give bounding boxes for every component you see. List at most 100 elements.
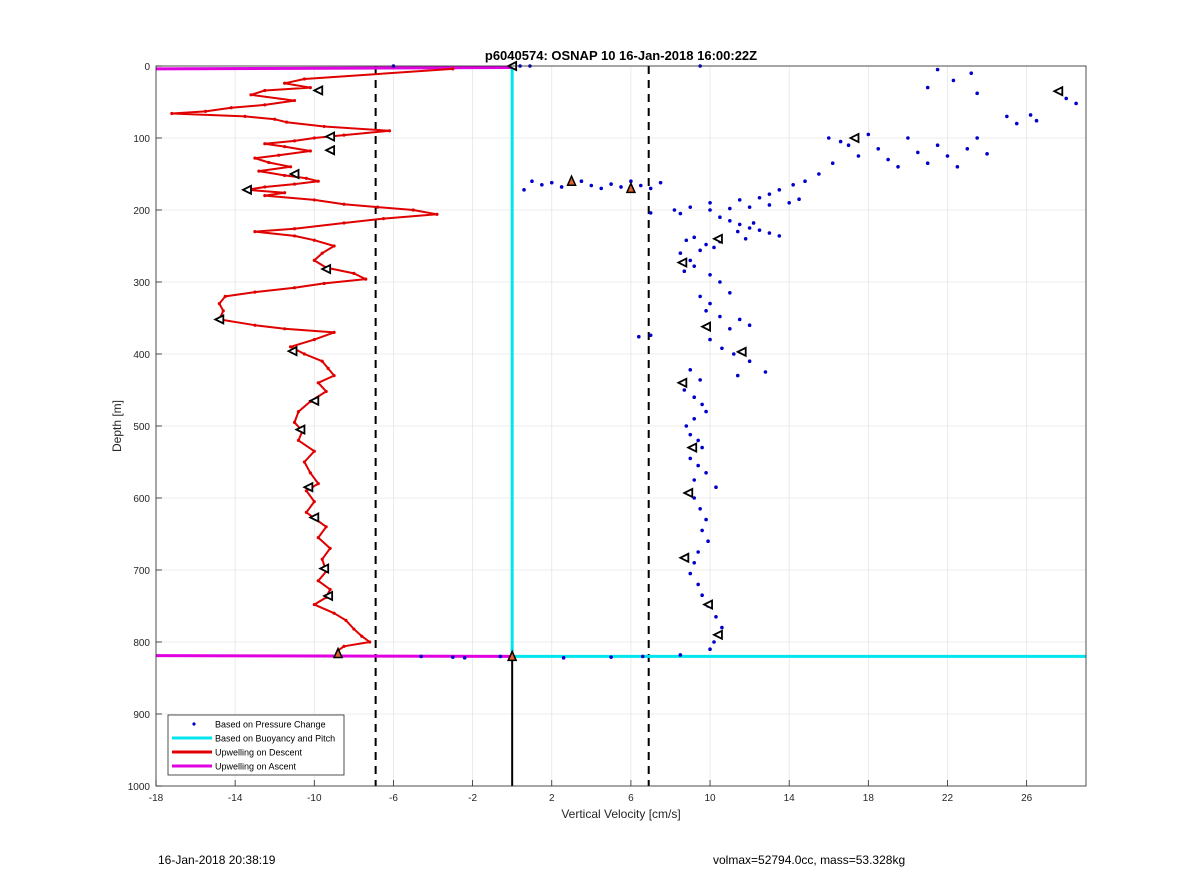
descent-point bbox=[328, 587, 332, 592]
pressure-point bbox=[692, 235, 697, 240]
pressure-point bbox=[777, 188, 782, 192]
pressure-point bbox=[718, 280, 722, 284]
descent-point bbox=[324, 525, 328, 529]
pressure-point bbox=[757, 195, 762, 200]
open-triangle-marker bbox=[848, 132, 860, 144]
descent-point bbox=[344, 618, 348, 623]
pressure-point bbox=[925, 85, 930, 90]
x-tick-label: -14 bbox=[228, 793, 243, 804]
y-axis-label: Depth [m] bbox=[110, 400, 124, 452]
open-triangle-marker bbox=[241, 184, 252, 196]
descent-point bbox=[332, 374, 336, 378]
descent-point bbox=[302, 352, 307, 356]
pressure-point bbox=[767, 203, 772, 207]
descent-point bbox=[304, 510, 308, 514]
descent-point bbox=[322, 281, 326, 286]
descent-point bbox=[312, 500, 316, 504]
descent-point bbox=[296, 410, 301, 414]
x-tick-label: -6 bbox=[389, 793, 398, 804]
descent-point bbox=[316, 482, 320, 486]
pressure-point bbox=[708, 208, 712, 212]
pressure-point bbox=[751, 221, 756, 225]
y-tick-label: 700 bbox=[133, 566, 150, 577]
pressure-point bbox=[743, 237, 748, 241]
descent-point bbox=[292, 234, 297, 238]
pressure-point bbox=[462, 656, 467, 660]
descent-point bbox=[302, 77, 307, 81]
descent-point bbox=[263, 103, 267, 107]
pressure-point bbox=[696, 438, 700, 443]
pressure-point bbox=[1014, 121, 1019, 126]
descent-point bbox=[320, 557, 324, 561]
pressure-point bbox=[619, 185, 623, 189]
pressure-point bbox=[731, 352, 736, 356]
descent-point bbox=[304, 176, 308, 180]
ascent-segment bbox=[155, 65, 513, 71]
descent-point bbox=[332, 611, 336, 615]
descent-point bbox=[203, 109, 208, 113]
descent-point bbox=[283, 191, 287, 195]
descent-point bbox=[332, 330, 336, 334]
pressure-point bbox=[672, 208, 677, 212]
footer-volmax-mass: volmax=52794.0cc, mass=53.328kg bbox=[713, 853, 905, 867]
pressure-point bbox=[640, 654, 645, 659]
pressure-point bbox=[830, 161, 835, 165]
filled-triangle-marker bbox=[332, 646, 344, 659]
descent-point bbox=[368, 640, 372, 644]
pressure-point bbox=[692, 561, 697, 565]
descent-point bbox=[292, 227, 297, 231]
open-triangle-marker bbox=[676, 377, 688, 389]
descent-point bbox=[312, 258, 316, 262]
pressure-point bbox=[969, 71, 974, 75]
descent-point bbox=[263, 185, 267, 189]
pressure-point bbox=[763, 370, 768, 374]
legend-swatch-dot bbox=[192, 722, 196, 726]
open-triangle-marker bbox=[324, 131, 336, 143]
pressure-point bbox=[1034, 118, 1039, 123]
descent-point bbox=[296, 438, 301, 442]
descent-point bbox=[229, 106, 233, 110]
pressure-point bbox=[637, 334, 641, 339]
open-triangle-marker bbox=[686, 442, 698, 454]
pressure-point bbox=[720, 346, 724, 351]
pressure-point bbox=[737, 222, 742, 227]
descent-point bbox=[411, 208, 415, 212]
pressure-point bbox=[728, 219, 732, 223]
pressure-point bbox=[704, 309, 708, 313]
pressure-point bbox=[777, 234, 782, 238]
pressure-point bbox=[692, 478, 697, 482]
pressure-point bbox=[712, 245, 716, 250]
pressure-point bbox=[700, 528, 704, 533]
pressure-point bbox=[856, 154, 861, 158]
descent-point bbox=[320, 359, 324, 363]
pressure-point bbox=[498, 654, 503, 659]
pressure-point bbox=[718, 314, 722, 319]
descent-point bbox=[308, 471, 312, 475]
descent-point bbox=[253, 156, 257, 160]
descent-point bbox=[322, 124, 326, 129]
open-triangle-marker bbox=[700, 321, 711, 333]
x-axis-label: Vertical Velocity [cm/s] bbox=[561, 807, 680, 821]
x-tick-label: 26 bbox=[1021, 793, 1033, 804]
descent-point bbox=[283, 145, 287, 149]
legend: Based on Pressure Change Based on Buoyanc… bbox=[167, 714, 345, 776]
pressure-point bbox=[696, 463, 700, 468]
pressure-point bbox=[700, 593, 704, 597]
pressure-point bbox=[629, 179, 633, 183]
pressure-point bbox=[648, 333, 653, 338]
descent-point bbox=[312, 198, 316, 202]
open-triangle-marker bbox=[286, 345, 298, 357]
descent-point bbox=[253, 230, 257, 234]
descent-point bbox=[328, 546, 332, 551]
pressure-point bbox=[678, 251, 683, 255]
chart-title: p6040574: OSNAP 10 16-Jan-2018 16:00:22Z bbox=[485, 48, 757, 63]
pressure-point bbox=[747, 359, 752, 364]
descent-point bbox=[263, 142, 267, 146]
descent-point bbox=[312, 238, 316, 242]
descent-point bbox=[342, 202, 346, 206]
pressure-point bbox=[965, 147, 970, 151]
y-tick-label: 500 bbox=[133, 422, 150, 433]
legend-entry-label: Upwelling on Descent bbox=[215, 748, 303, 758]
open-triangle-marker bbox=[302, 481, 314, 493]
pressure-point bbox=[1064, 96, 1069, 101]
